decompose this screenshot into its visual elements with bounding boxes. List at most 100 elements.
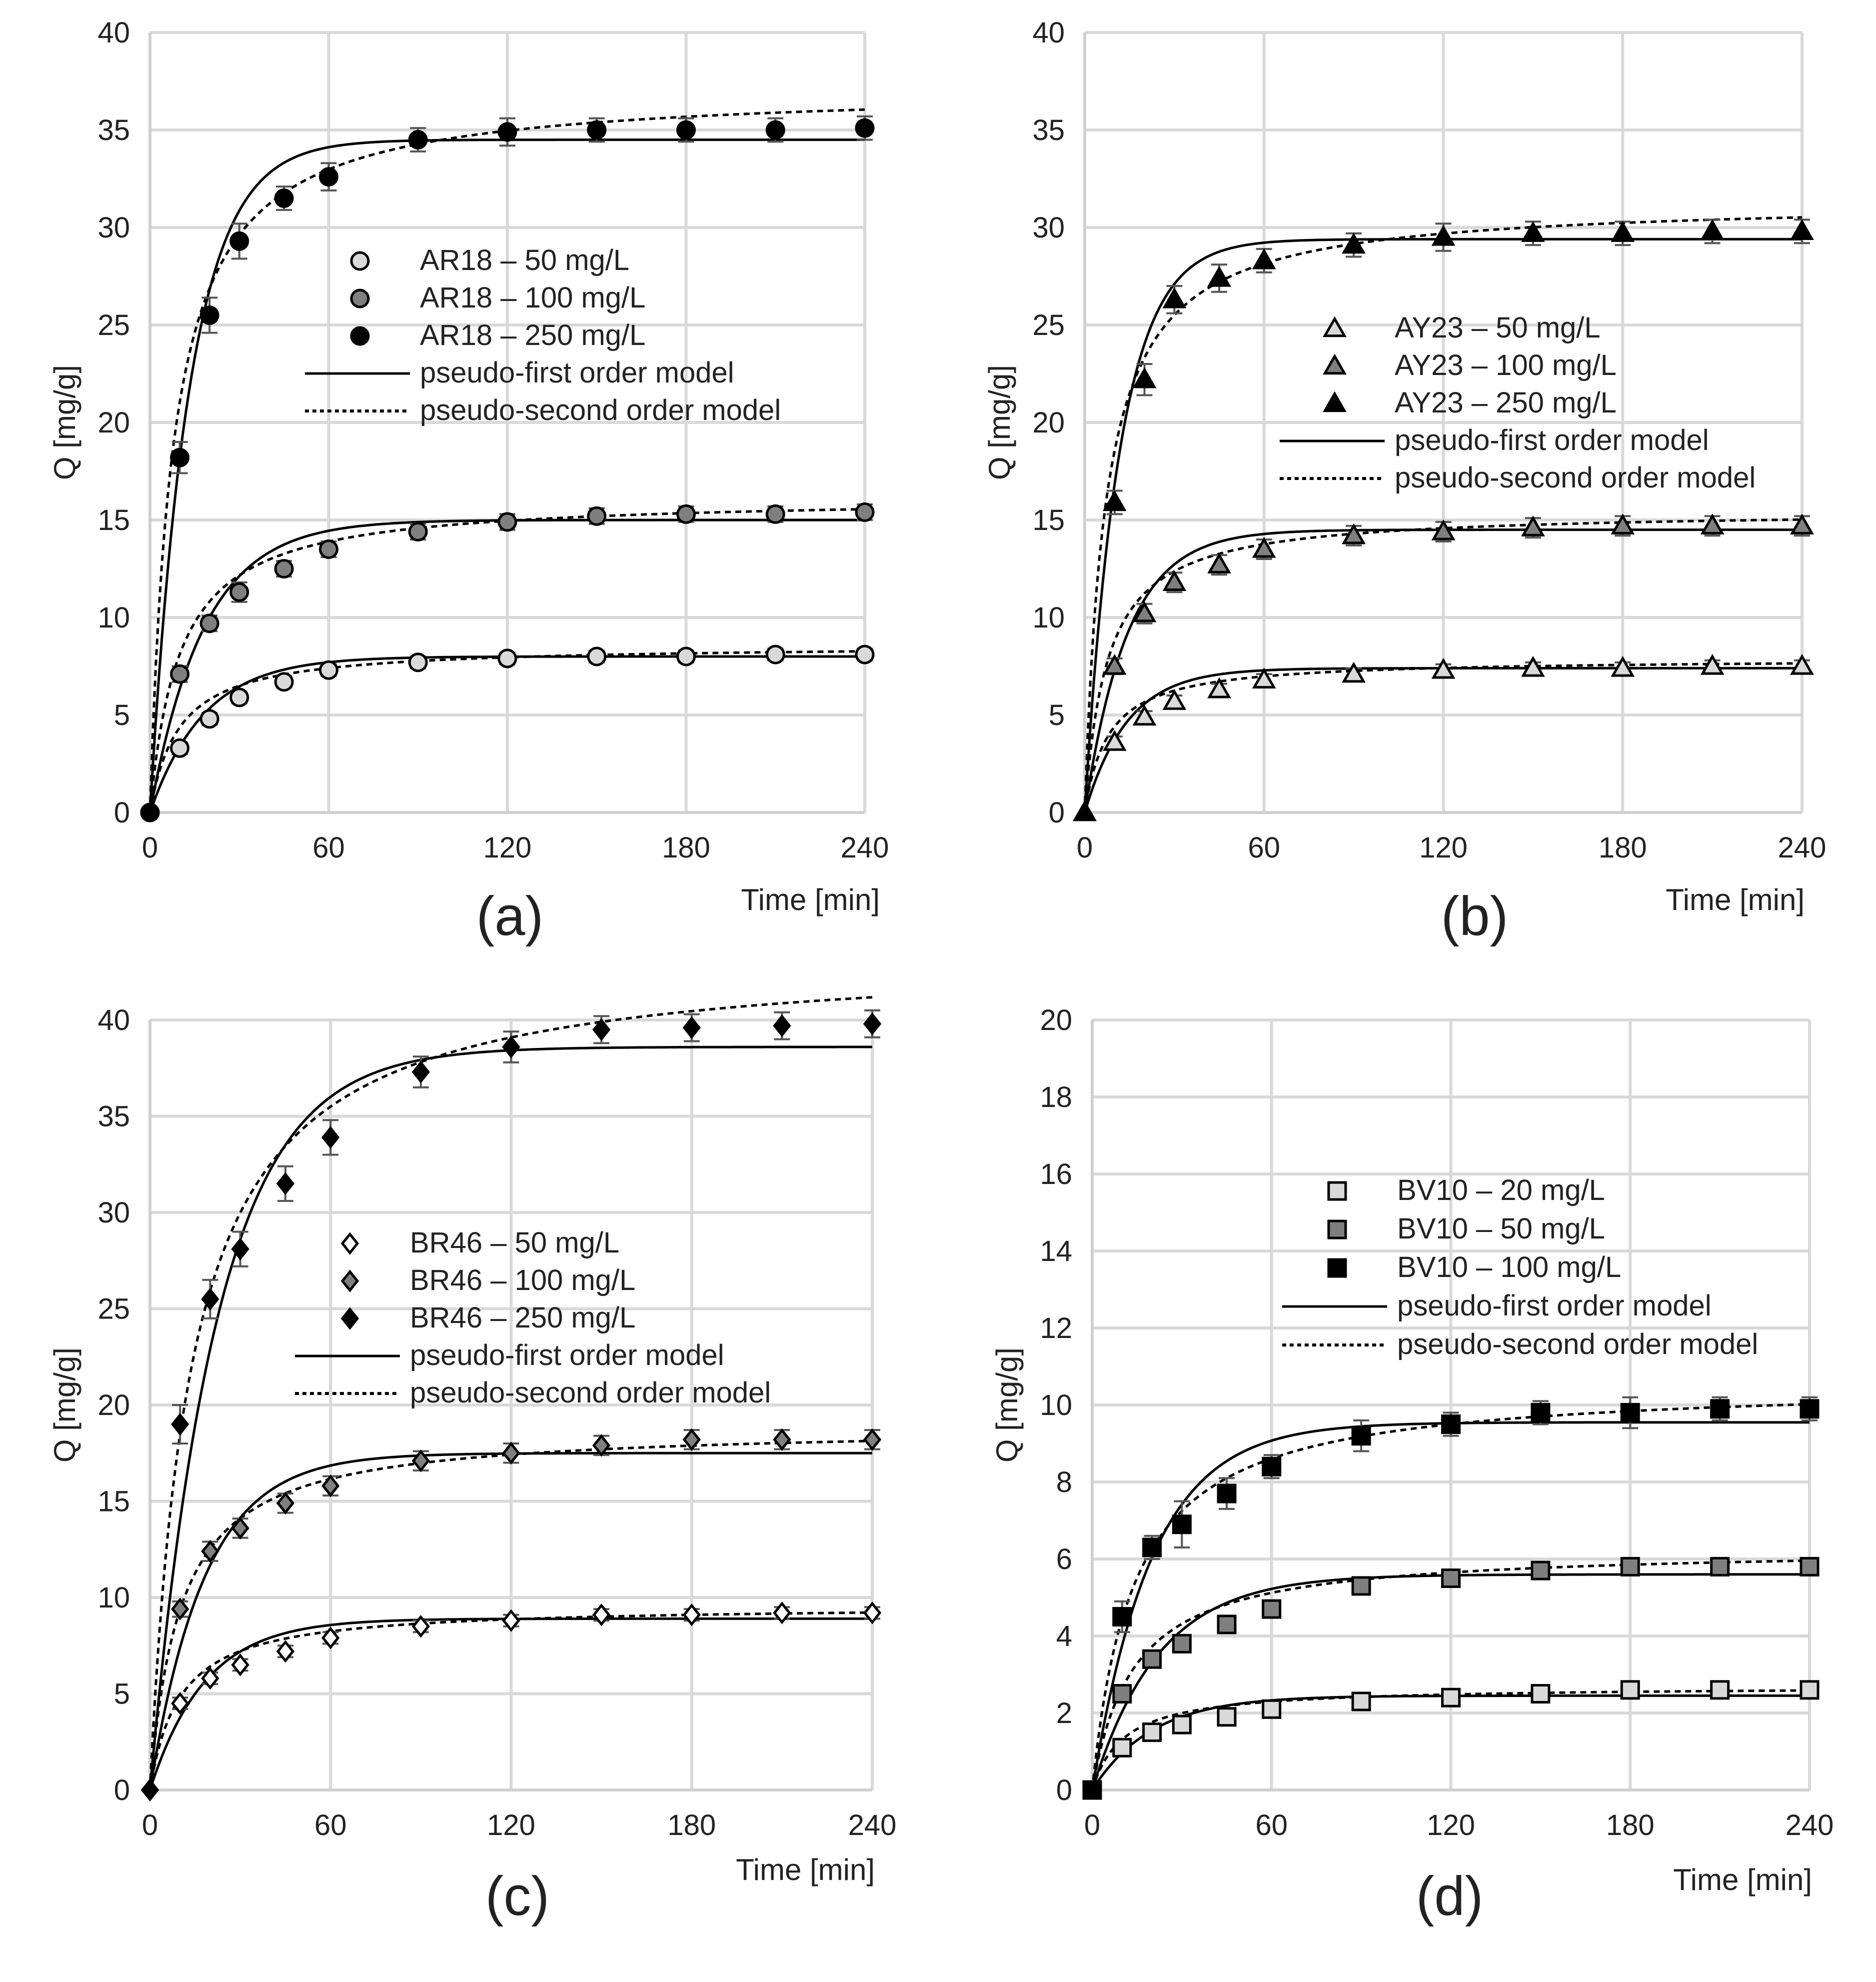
data-point	[231, 1516, 249, 1540]
data-point	[1521, 516, 1545, 536]
panel-label: (c)	[485, 1866, 549, 1927]
data-point	[502, 1442, 520, 1464]
data-point	[855, 118, 875, 138]
legend-entry: AR18 – 250 mg/L	[420, 319, 645, 352]
x-tick-label: 120	[1419, 832, 1468, 864]
legend-marker	[350, 288, 370, 308]
data-point	[592, 1018, 611, 1041]
data-point	[682, 1428, 701, 1452]
y-tick-label: 0	[114, 1774, 130, 1806]
data-point	[276, 1492, 295, 1515]
pseudo-second-order-curve	[1083, 518, 1803, 813]
data-point	[502, 1036, 520, 1058]
data-point	[199, 614, 219, 634]
legend-entry: AR18 – 50 mg/L	[420, 244, 629, 276]
data-point	[274, 559, 294, 578]
data-point	[1112, 1684, 1132, 1704]
x-tick-label: 120	[483, 832, 532, 864]
y-tick-label: 40	[1032, 16, 1065, 49]
y-axis-label: Q [mg/g]	[48, 365, 81, 480]
data-point	[319, 540, 338, 559]
y-tick-label: 14	[1040, 1235, 1072, 1268]
data-point	[1620, 1680, 1640, 1700]
data-point	[1342, 662, 1366, 683]
data-point	[1342, 232, 1366, 254]
data-point	[1207, 266, 1231, 287]
y-axis-label: Q [mg/g]	[990, 1348, 1024, 1462]
data-point	[1351, 1576, 1371, 1596]
data-point	[319, 660, 338, 680]
legend-entry: AR18 – 100 mg/L	[420, 282, 645, 314]
data-point	[201, 1288, 219, 1310]
data-point	[1700, 654, 1725, 675]
y-tick-label: 0	[1049, 796, 1065, 829]
legend-marker	[1327, 1181, 1347, 1201]
legend-marker	[1327, 1258, 1347, 1278]
data-point	[863, 1602, 882, 1624]
pseudo-second-order-curve	[148, 996, 873, 1790]
x-tick-label: 180	[667, 1809, 716, 1842]
data-point	[773, 1014, 791, 1038]
legend-entry: AY23 – 100 mg/L	[1395, 349, 1617, 382]
data-point	[274, 672, 294, 692]
y-tick-label: 30	[97, 1196, 130, 1229]
data-point	[1142, 1722, 1162, 1742]
data-point	[321, 1126, 340, 1149]
x-tick-label: 0	[1077, 832, 1093, 864]
data-point	[408, 522, 428, 542]
data-point	[1262, 1599, 1282, 1619]
y-tick-label: 20	[97, 1389, 130, 1422]
y-tick-label: 2	[1056, 1697, 1072, 1730]
y-tick-label: 10	[97, 602, 130, 634]
data-point	[1351, 1692, 1371, 1712]
y-tick-label: 20	[1040, 1004, 1072, 1036]
data-point	[1531, 1684, 1551, 1704]
data-point	[1620, 1402, 1640, 1422]
legend: AR18 – 50 mg/L AR18 – 100 mg/L AR18 – 250 …	[305, 244, 781, 426]
data-point	[1132, 704, 1157, 726]
chart-panel-b: 0 5 10 15 20 25 30 35 40 0 60 120 180 240 Q [mg/g] Time…	[983, 16, 1826, 947]
x-tick-label: 0	[142, 1809, 158, 1842]
y-tick-label: 35	[1032, 114, 1065, 146]
data-point	[1431, 224, 1456, 246]
data-point	[1172, 1514, 1192, 1534]
data-point	[765, 504, 785, 524]
data-point	[1790, 654, 1814, 675]
data-point	[676, 646, 696, 666]
data-point	[1790, 514, 1814, 534]
chart-panel-c: 0 5 10 15 20 25 30 35 40 0 60 120 180 240 Q [mg/g] Time…	[48, 996, 896, 1927]
data-point	[411, 1060, 430, 1084]
data-point	[1531, 1560, 1551, 1580]
data-point	[1800, 1680, 1820, 1700]
data-point	[1082, 1780, 1102, 1800]
y-tick-label: 10	[1032, 602, 1065, 634]
data-point	[592, 1434, 611, 1457]
legend: BR46 – 50 mg/L BR46 – 100 mg/L BR46 – 250 …	[295, 1226, 771, 1409]
data-point	[411, 1449, 430, 1472]
data-point	[587, 646, 607, 666]
legend: AY23 – 50 mg/L AY23 – 100 mg/L AY23 – 250 …	[1280, 312, 1756, 494]
data-point	[682, 1603, 701, 1626]
legend-marker	[350, 251, 370, 271]
data-point	[855, 502, 875, 522]
y-tick-label: 15	[97, 504, 130, 536]
data-point	[765, 644, 785, 664]
data-point	[1172, 1634, 1192, 1654]
data-point	[1441, 1568, 1461, 1588]
y-tick-label: 12	[1040, 1312, 1072, 1344]
data-point	[408, 652, 428, 672]
data-point	[1431, 519, 1456, 540]
data-point	[1262, 1699, 1282, 1719]
x-tick-label: 0	[1084, 1809, 1100, 1842]
data-point	[276, 1172, 295, 1195]
data-point	[1252, 536, 1276, 558]
y-tick-label: 0	[1056, 1774, 1072, 1806]
x-tick-label: 240	[841, 832, 889, 864]
data-point	[773, 1428, 791, 1452]
data-point	[321, 1626, 340, 1650]
data-point	[1112, 1607, 1132, 1626]
panel-label: (d)	[1416, 1866, 1483, 1927]
data-point	[1102, 490, 1127, 512]
data-point	[1217, 1484, 1237, 1504]
x-axis-label: Time [min]	[1666, 883, 1805, 916]
